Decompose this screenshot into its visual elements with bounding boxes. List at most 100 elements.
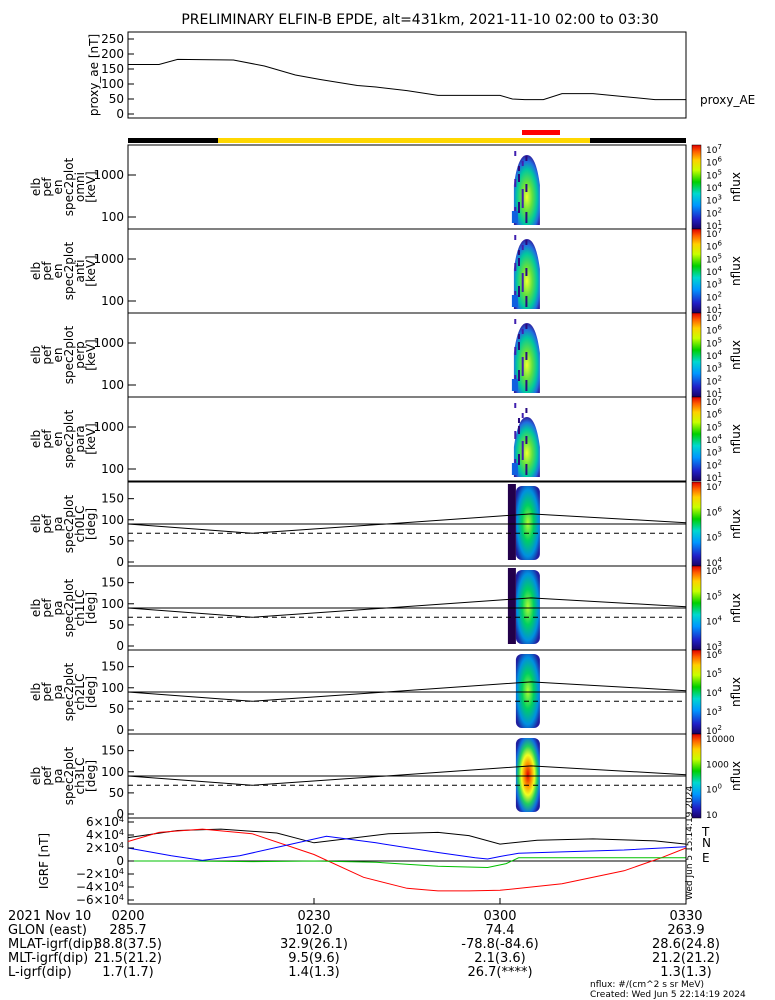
sparse-pixel (521, 413, 524, 418)
panel-ylabel-word: [deg] (84, 760, 98, 792)
colorbar-tick-label: 105 (706, 420, 722, 433)
ytick-label: 0 (116, 723, 124, 737)
colorbar-tick-label: 1000 (706, 760, 729, 770)
orbit-row-value: 38.8(37.5) (94, 937, 162, 952)
pitch-angle-blob (515, 654, 540, 728)
panel-ylabel-word: para (73, 425, 87, 452)
panel-ylabel-word: [deg] (84, 676, 98, 708)
colorbar (691, 228, 702, 314)
panel-frame (127, 396, 687, 482)
colorbar-tick-label: 104 (706, 349, 722, 362)
colorbar-tick-label: 107 (706, 395, 722, 408)
orbit-row-value: 21.5(21.2) (94, 951, 162, 966)
colorbar-tick-label: 106 (706, 564, 722, 577)
sparse-pixel (517, 258, 520, 266)
colorbar-tick-label: 103 (706, 446, 722, 459)
panel-frame (127, 228, 687, 314)
sparse-pixel (521, 161, 524, 166)
panel-ylabel-word: spec2plot (62, 746, 76, 805)
panel-ylabel-word: pef (40, 429, 54, 449)
orbit-row-label: L-igrf(dip) (8, 965, 72, 980)
panel-ylabel-word: [deg] (84, 508, 98, 540)
sparse-pixel (517, 342, 520, 350)
orbit-row-value: 1.4(1.3) (288, 965, 340, 980)
igrf-ytick-label: −4×104 (76, 880, 124, 894)
panel-ylabel-word: elb (29, 430, 43, 448)
ytick-label: 1000 (93, 168, 124, 182)
panel-ylabel-word: spec2plot (62, 325, 76, 384)
igrf-ytick-label: 4×104 (86, 828, 124, 842)
colorbar-tick-label: 104 (706, 686, 722, 699)
proxy-ae-series-label: proxy_AE (700, 93, 755, 107)
panel-ylabel-word: elb (29, 178, 43, 196)
proxy-ae-ytick-label: 100 (101, 77, 124, 91)
panel-ylabel-word: pa (51, 685, 65, 700)
sidebar-stamp: Wed Jun 5 15:14:19 2024 (685, 786, 695, 900)
panel-ylabel-word: spec2plot (62, 578, 76, 637)
panel-ylabel-word: spec2plot (62, 241, 76, 300)
sparse-pixel (517, 370, 520, 381)
panel-ylabel-word: ch2LC (73, 674, 87, 711)
colorbar-tick-label: 102 (706, 374, 722, 387)
panel-ylabel-word: pef (40, 682, 54, 702)
sparse-pixel (525, 156, 528, 161)
state-bar-black-right (590, 138, 686, 143)
panel-ylabel-word: en (51, 180, 65, 195)
panel-ylabel-word: spec2plot (62, 662, 76, 721)
sparse-pixel (521, 197, 524, 208)
proxy-ae-ytick-label: 250 (101, 32, 124, 46)
panel-ylabel-word: [keV] (84, 171, 98, 202)
panel-ylabel-word: pa (51, 601, 65, 616)
sparse-pixel (517, 334, 520, 339)
igrf-series-B (127, 835, 687, 861)
ytick-label: 100 (101, 513, 124, 527)
panel-ylabel-word: omni (73, 172, 87, 202)
state-bar-black-left (128, 138, 218, 143)
colorbar-tick-label: 105 (706, 589, 722, 602)
panel-ylabel-word: pef (40, 345, 54, 365)
sparse-pixel (517, 202, 520, 213)
colorbar-label: nflux (729, 256, 743, 286)
panel-ylabel-word: pef (40, 177, 54, 197)
ytick-label: 150 (101, 744, 124, 758)
colorbar-tick-label: 101 (706, 387, 722, 400)
colorbar-tick-label: 107 (706, 480, 722, 493)
colorbar-tick-label: 105 (706, 336, 722, 349)
colorbar-label: nflux (729, 677, 743, 707)
ytick-label: 1000 (93, 252, 124, 266)
colorbar-tick-label: 105 (706, 531, 722, 544)
panel-ylabel-word: spec2plot (62, 494, 76, 553)
orbit-row-value: 74.4 (486, 923, 515, 938)
panel-frame (127, 312, 687, 398)
panel-ylabel-word: elb (29, 599, 43, 617)
state-bar-yellow (218, 138, 590, 143)
proxy-ae-ytick-label: 0 (116, 107, 124, 121)
orbit-row-label: MLT-igrf(dip) (8, 951, 88, 966)
panel-ylabel-word: perp (73, 341, 87, 369)
ytick-label: 100 (101, 294, 124, 308)
panel-ylabel-word: elb (29, 262, 43, 280)
science-zone-red-bar (522, 130, 560, 135)
colorbar-tick-label: 106 (706, 156, 722, 169)
low-energy-column (511, 295, 518, 307)
colorbar (691, 396, 702, 482)
orbit-row-value: 9.5(9.6) (288, 951, 340, 966)
colorbar-tick-label: 107 (706, 227, 722, 240)
proxy-ae-frame (127, 31, 687, 119)
colorbar-tick-label: 10 (706, 811, 718, 821)
ytick-label: 100 (101, 210, 124, 224)
colorbar (691, 565, 702, 651)
sparse-pixel (525, 464, 528, 475)
colorbar (691, 649, 702, 735)
colorbar-label: nflux (729, 424, 743, 454)
low-energy-column (511, 211, 518, 223)
colorbar-tick-label: 103 (706, 362, 722, 375)
panel-ylabel-word: elb (29, 767, 43, 785)
colorbar-tick-label: 101 (706, 303, 722, 316)
colorbar-tick-label: 103 (706, 640, 722, 653)
sparse-pixel (525, 184, 528, 192)
sparse-pixel (525, 408, 528, 413)
